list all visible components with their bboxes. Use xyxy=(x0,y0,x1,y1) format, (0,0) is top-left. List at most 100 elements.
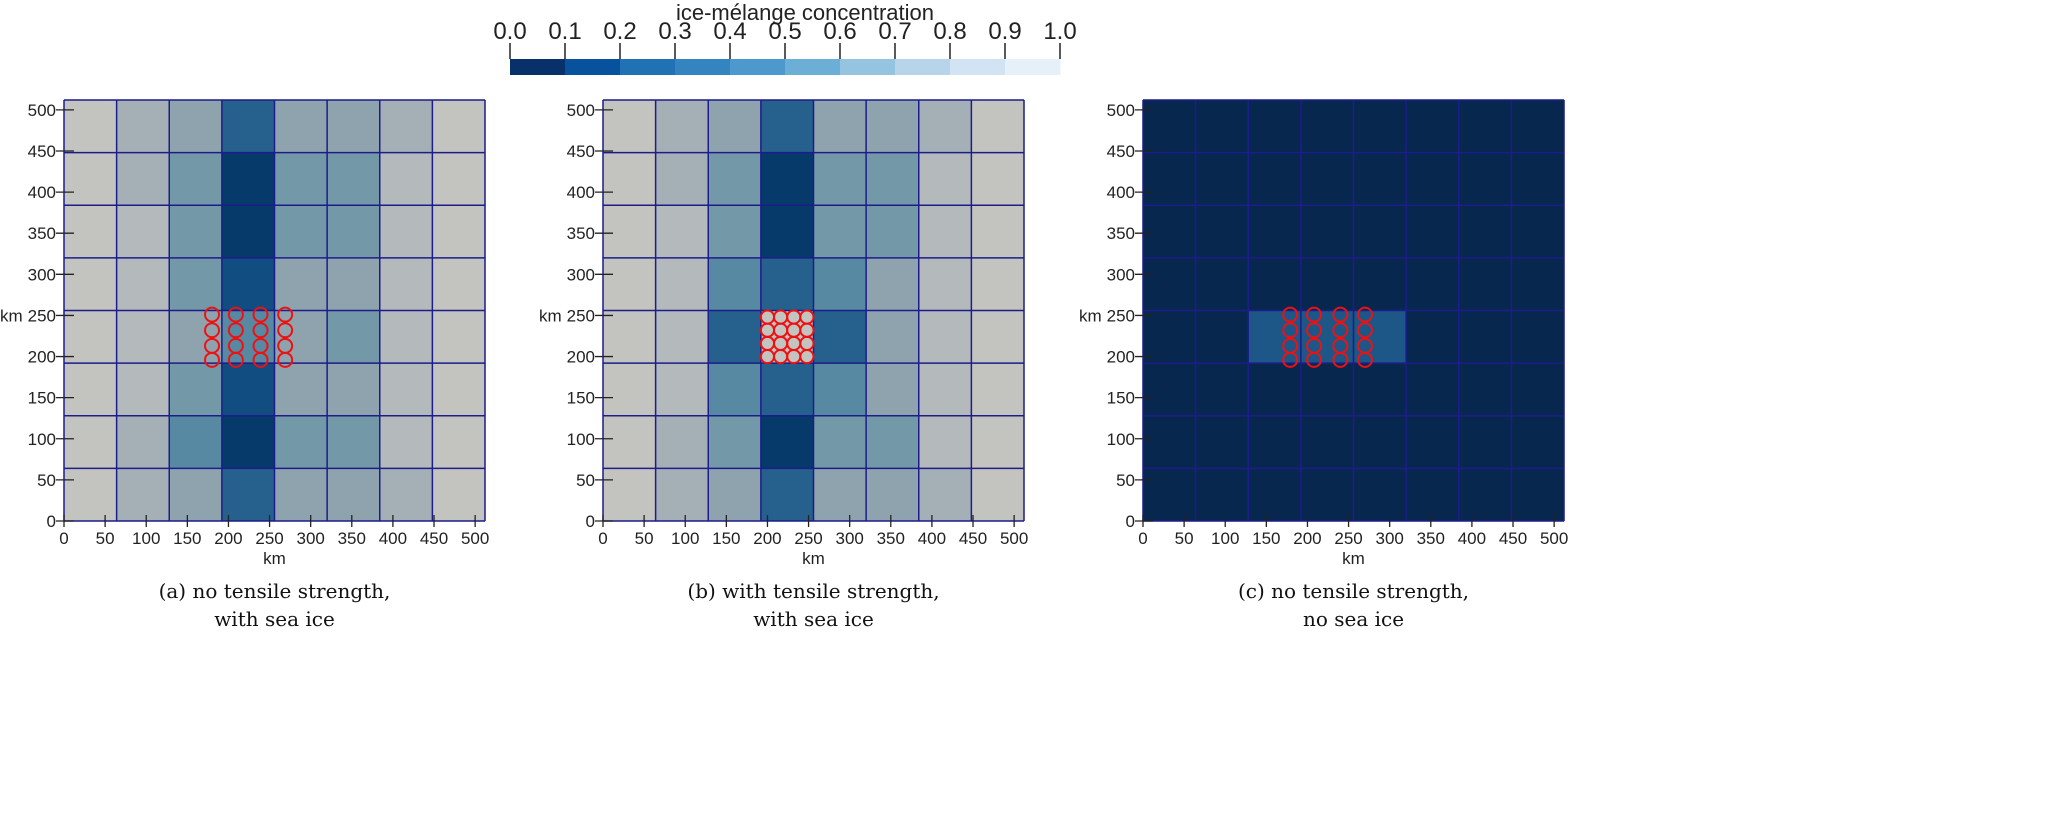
colorbar-swatch xyxy=(510,59,566,75)
panel-caption: with sea ice xyxy=(214,607,335,631)
heatmap-cell xyxy=(432,205,486,259)
heatmap-cell xyxy=(1458,152,1512,206)
y-tick-label: 100 xyxy=(1107,430,1135,449)
marker-circle xyxy=(227,322,244,339)
x-tick-label: 100 xyxy=(671,529,699,548)
heatmap-cell xyxy=(1300,468,1354,522)
x-tick-label: 50 xyxy=(1175,529,1194,548)
marker-circle xyxy=(252,306,269,323)
colorbar-tick-label: 0.8 xyxy=(933,18,966,45)
heatmap-cell xyxy=(708,468,762,522)
x-tick-label: 200 xyxy=(1293,529,1321,548)
heatmap-cell xyxy=(971,257,1025,311)
y-tick-label: 400 xyxy=(1107,183,1135,202)
heatmap-cell xyxy=(1143,468,1196,522)
heatmap-cell xyxy=(1143,310,1196,364)
panel-c: 0 50 100 150 200 250 300 350 400 450 500 0 50 100 150 2… xyxy=(1079,99,1568,631)
heatmap-cell xyxy=(1353,100,1407,153)
y-tick-label: 250 xyxy=(1107,306,1135,325)
heatmap-cell xyxy=(708,310,762,364)
heatmap-cell xyxy=(379,415,433,469)
colorbar-swatch xyxy=(565,59,621,75)
heatmap-cell xyxy=(379,310,433,364)
marker-circle xyxy=(799,309,815,325)
colorbar-swatch xyxy=(895,59,951,75)
colorbar-tick-label: 0.1 xyxy=(548,18,581,45)
x-tick-label: 0 xyxy=(59,529,68,548)
heatmap-cell xyxy=(274,468,328,522)
marker-circle xyxy=(1332,322,1349,339)
y-tick-label: 500 xyxy=(567,101,595,120)
heatmap-cell xyxy=(1195,100,1249,153)
marker-circle xyxy=(1357,322,1374,339)
heatmap-cell xyxy=(1511,468,1565,522)
heatmap-cell xyxy=(1406,310,1460,364)
heatmap-cell xyxy=(1406,363,1460,417)
heatmap-cell xyxy=(1458,205,1512,259)
y-tick-label: 150 xyxy=(1107,389,1135,408)
heatmap-cell xyxy=(432,100,486,153)
heatmap-cell xyxy=(708,363,762,417)
heatmap-cell xyxy=(1353,205,1407,259)
y-tick-label: 0 xyxy=(586,512,595,531)
heatmap-cell xyxy=(274,100,328,153)
heatmap-cell xyxy=(221,205,275,259)
x-tick-label: 450 xyxy=(1499,529,1527,548)
heatmap-cell xyxy=(221,152,275,206)
heatmap-cell xyxy=(813,257,867,311)
x-tick-label: 250 xyxy=(255,529,283,548)
heatmap-cell xyxy=(813,205,867,259)
heatmap-cell xyxy=(379,100,433,153)
heatmap-cell xyxy=(327,415,381,469)
colorbar-swatch xyxy=(1005,59,1061,75)
heatmap-cell xyxy=(866,310,920,364)
heatmap-cell xyxy=(1195,152,1249,206)
colorbar-tick-label: 0.0 xyxy=(493,18,526,45)
heatmap-cell xyxy=(64,415,117,469)
marker-circle xyxy=(1306,322,1323,339)
heatmap-cell xyxy=(918,152,972,206)
heatmap-cell xyxy=(1353,152,1407,206)
heatmap-cell xyxy=(1511,363,1565,417)
x-tick-label: 100 xyxy=(1211,529,1239,548)
heatmap-cell xyxy=(1195,205,1249,259)
colorbar-swatch xyxy=(840,59,896,75)
x-tick-label: 150 xyxy=(712,529,740,548)
x-tick-label: 100 xyxy=(132,529,160,548)
heatmap-cell xyxy=(918,310,972,364)
y-tick-label: 500 xyxy=(1107,101,1135,120)
heatmap-cell xyxy=(1195,415,1249,469)
y-tick-label: 450 xyxy=(567,142,595,161)
colorbar: 0.0 0.1 0.2 0.3 0.4 0.5 0.6 0.7 0.8 0.9 1.0 ice-mél… xyxy=(493,0,1077,75)
x-tick-label: 400 xyxy=(918,529,946,548)
heatmap-cell xyxy=(327,310,381,364)
heatmap-cell xyxy=(1300,205,1354,259)
heatmap-cell xyxy=(760,100,814,153)
heatmap-cell xyxy=(169,257,223,311)
marker-circle xyxy=(227,337,244,354)
y-tick-label: 500 xyxy=(28,101,56,120)
heatmap-cell xyxy=(116,100,170,153)
heatmap-cell xyxy=(327,100,381,153)
x-tick-label: 150 xyxy=(173,529,201,548)
panel-caption: (b) with tensile strength, xyxy=(687,579,939,603)
heatmap-cell xyxy=(1406,100,1460,153)
colorbar-tick-label: 0.5 xyxy=(768,18,801,45)
panel-caption: (a) no tensile strength, xyxy=(159,579,391,603)
heatmap-cell xyxy=(813,100,867,153)
heatmap-cell xyxy=(64,205,117,259)
heatmap-cell xyxy=(971,310,1025,364)
x-tick-label: 500 xyxy=(1540,529,1568,548)
colorbar-swatch xyxy=(675,59,731,75)
y-tick-label: 150 xyxy=(28,389,56,408)
heatmap-cell xyxy=(760,468,814,522)
heatmap-cell xyxy=(274,257,328,311)
heatmap-cell xyxy=(1511,100,1565,153)
heatmap-cell xyxy=(432,415,486,469)
heatmap-cell xyxy=(379,152,433,206)
marker-circle xyxy=(1332,337,1349,354)
heatmap-cell xyxy=(971,100,1025,153)
heatmap-cell xyxy=(918,363,972,417)
heatmap-cell xyxy=(221,415,275,469)
marker-circle xyxy=(252,337,269,354)
